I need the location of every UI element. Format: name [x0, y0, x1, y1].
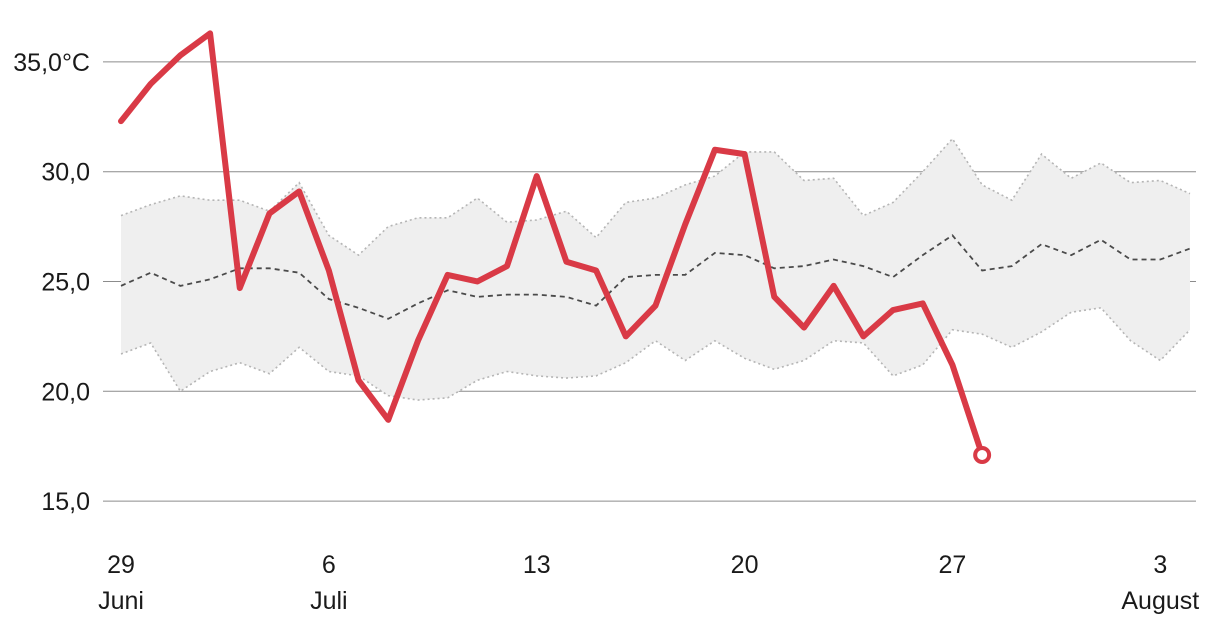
temperature-end-marker	[973, 445, 992, 464]
x-tick-label: 20	[731, 551, 759, 579]
x-tick-label: 27	[939, 551, 967, 579]
temperature-line	[118, 30, 986, 458]
y-tick-label: 35,0°C	[13, 49, 90, 77]
y-axis-ticks: 35,0°C 30,0 25,0 20,0 15,0	[13, 49, 90, 516]
x-tick-month-label: August	[1121, 587, 1199, 615]
y-tick-label: 30,0	[41, 159, 90, 187]
range-band-fill	[121, 138, 1190, 401]
x-tick-label: 13	[523, 551, 551, 579]
x-tick-label: 6	[322, 551, 336, 579]
normal-range-band	[120, 137, 1191, 401]
y-tick-label: 20,0	[41, 378, 90, 406]
range-upper-line	[120, 137, 1191, 257]
x-axis-ticks: 29 Juni 6 Juli 13 20 27 3 August	[98, 551, 1199, 615]
x-tick-month-label: Juli	[310, 587, 348, 615]
mean-line-group	[120, 234, 1191, 320]
y-tick-label: 25,0	[41, 268, 90, 296]
range-lower-line	[120, 306, 1191, 401]
temperature-line-group	[118, 30, 992, 464]
x-tick-label: 29	[107, 551, 135, 579]
x-tick-month-label: Juni	[98, 587, 144, 615]
y-tick-label: 15,0	[41, 488, 90, 516]
x-tick-label: 3	[1153, 551, 1167, 579]
mean-line	[120, 234, 1191, 320]
